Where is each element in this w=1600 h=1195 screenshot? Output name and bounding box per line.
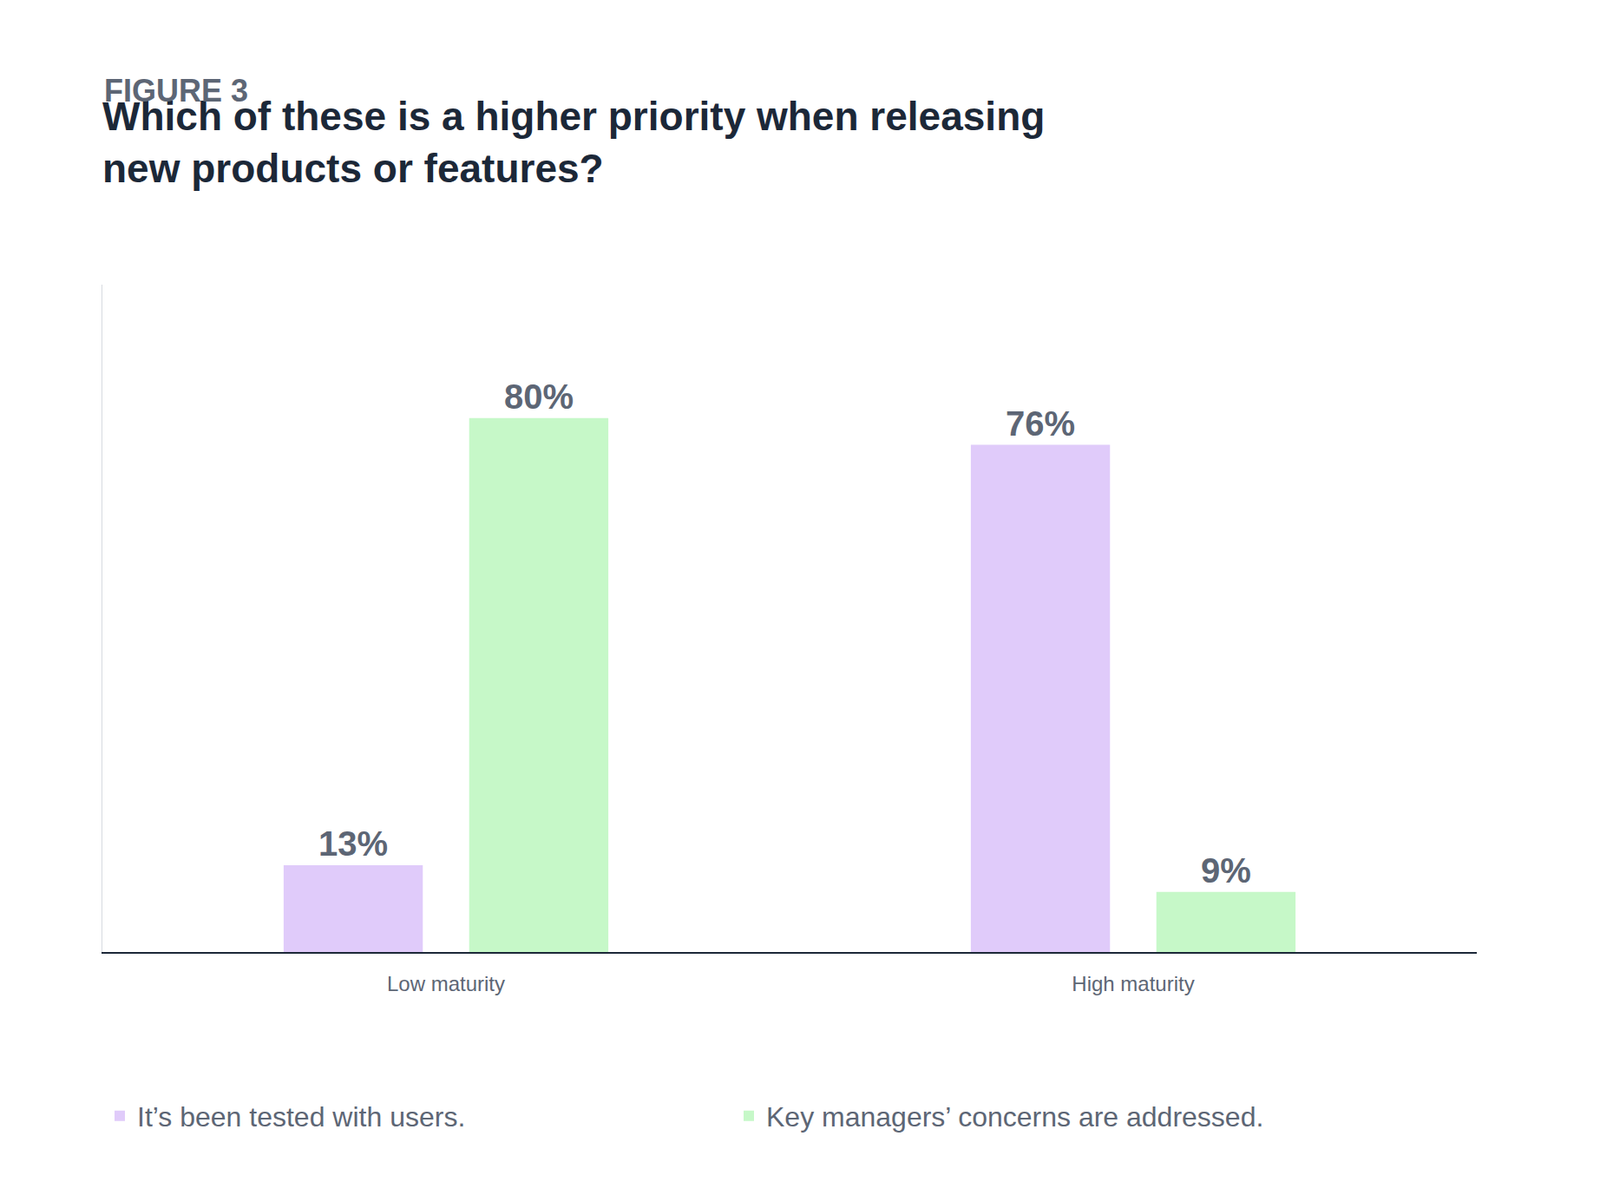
svg-text:Key managers’ concerns are add: Key managers’ concerns are addressed.: [766, 1101, 1264, 1133]
svg-text:It’s been tested with users.: It’s been tested with users.: [137, 1101, 466, 1133]
svg-text:Which of these is a higher pri: Which of these is a higher priority when…: [102, 93, 1045, 191]
svg-text:FIGURE 3: FIGURE 3: [104, 72, 249, 109]
svg-text:13%: 13%: [318, 824, 388, 863]
svg-text:76%: 76%: [1005, 404, 1076, 443]
svg-text:80%: 80%: [504, 377, 574, 416]
svg-text:Low maturity: Low maturity: [386, 971, 505, 996]
svg-text:9%: 9%: [1200, 851, 1252, 890]
svg-text:High maturity: High maturity: [1071, 971, 1194, 996]
